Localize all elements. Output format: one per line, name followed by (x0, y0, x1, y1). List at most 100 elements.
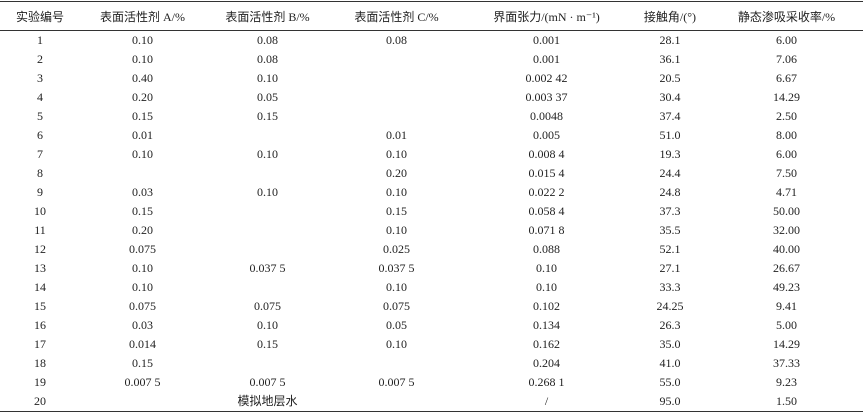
table-cell: 0.10 (257, 71, 278, 85)
empty-cell (205, 221, 330, 240)
table-cell: 35.0 (659, 337, 681, 351)
table-cell: 11 (34, 223, 46, 237)
table-cell: 0.075 (383, 299, 410, 313)
table-cell: 20.5 (659, 71, 681, 85)
table-body: 1 0.10 0.08 0.08 0.001 28.1 6.00 2 0.10 0.08 0.001… (0, 31, 863, 412)
column-header: 表面活性剂 B/% (205, 1, 330, 31)
table-cell: 10 (34, 204, 46, 218)
table-cell: 0.10 (386, 337, 407, 351)
column-header: 静态渗吸采收率/% (710, 1, 863, 31)
table-cell: 0.10 (132, 33, 153, 47)
column-header: 界面张力/(mN · m⁻¹) (463, 1, 630, 31)
table-row: 1 0.10 0.08 0.08 0.001 28.1 6.00 (0, 31, 863, 51)
table-header: 实验编号 表面活性剂 A/% 表面活性剂 B/% 表面活性剂 C/% 界面张力/(mN … (0, 1, 863, 31)
table-cell: 19 (34, 375, 46, 389)
table-row: 16 0.03 0.10 0.05 0.134 26.3 5.00 (0, 316, 863, 335)
table-row: 8 0.20 0.015 4 24.4 7.50 (0, 164, 863, 183)
table-cell: 26.3 (659, 318, 681, 332)
table-row: 6 0.01 0.01 0.005 51.0 8.00 (0, 126, 863, 145)
empty-cell (330, 88, 463, 107)
table-cell: 33.3 (659, 280, 681, 294)
table-cell: 0.10 (257, 185, 278, 199)
empty-cell (80, 164, 205, 183)
table-cell: 3 (37, 71, 43, 85)
table-cell: 0.03 (132, 185, 153, 199)
table-cell: 0.15 (257, 109, 278, 123)
table-cell: 0.10 (386, 185, 407, 199)
table-row: 2 0.10 0.08 0.001 36.1 7.06 (0, 50, 863, 69)
table-cell: 0.037 5 (378, 261, 415, 275)
table-row: 14 0.10 0.10 0.10 33.3 49.23 (0, 278, 863, 297)
table-cell: 0.102 (533, 299, 560, 313)
table-cell: 18 (34, 356, 46, 370)
table-cell: 2 (37, 52, 43, 66)
table-cell: 28.1 (659, 33, 681, 47)
table-row: 12 0.075 0.025 0.088 52.1 40.00 (0, 240, 863, 259)
table-cell: 0.15 (257, 337, 278, 351)
table-cell: 4.71 (776, 185, 797, 199)
table-cell: 17 (34, 337, 46, 351)
table-cell: 0.001 (533, 33, 560, 47)
empty-cell (205, 240, 330, 259)
column-header: 表面活性剂 C/% (330, 1, 463, 31)
table-cell: 0.08 (257, 33, 278, 47)
table-cell: 19.3 (659, 147, 681, 161)
table-cell: 0.005 (533, 128, 560, 142)
table-cell: 0.10 (386, 147, 407, 161)
table-cell: 0.10 (132, 147, 153, 161)
table-cell: 0.08 (386, 33, 407, 47)
table-cell: 6.67 (776, 71, 797, 85)
column-header: 表面活性剂 A/% (80, 1, 205, 31)
table-cell: 1 (37, 33, 43, 47)
table-cell: 7 (37, 147, 43, 161)
column-header: 接触角/(°) (630, 1, 710, 31)
table-cell: 0.20 (132, 90, 153, 104)
table-row: 20 模拟地层水 /95.0 1.50 (0, 392, 863, 412)
table-cell: 24.4 (659, 166, 681, 180)
table-cell: 32.00 (773, 223, 800, 237)
table-row: 13 0.10 0.037 5 0.037 5 0.10 27.1 26.67 (0, 259, 863, 278)
table-row: 18 0.15 0.204 41.0 37.33 (0, 354, 863, 373)
table-cell: 0.025 (383, 242, 410, 256)
table-cell: 9 (37, 185, 43, 199)
table-cell: 0.134 (533, 318, 560, 332)
table-cell: 0.007 5 (124, 375, 161, 389)
table-cell: 0.162 (533, 337, 560, 351)
table-cell: 0.071 8 (528, 223, 565, 237)
empty-cell (330, 69, 463, 88)
empty-cell (330, 354, 463, 373)
table-cell: 0.10 (386, 280, 407, 294)
table-cell: 37.33 (773, 356, 800, 370)
table-cell: 4 (37, 90, 43, 104)
table-cell: 14 (34, 280, 46, 294)
table-row: 9 0.03 0.10 0.10 0.022 2 24.8 4.71 (0, 183, 863, 202)
table-cell: 0.204 (533, 356, 560, 370)
table-cell: 0.037 5 (249, 261, 286, 275)
table-cell: 0.05 (257, 90, 278, 104)
table-cell: 30.4 (659, 90, 681, 104)
empty-cell (205, 202, 330, 221)
table-cell: 20 (0, 392, 80, 412)
table-cell: 0.022 2 (528, 185, 565, 199)
empty-cell (205, 354, 330, 373)
table-cell: 0.01 (386, 128, 407, 142)
table-cell: 35.5 (659, 223, 681, 237)
header-row: 实验编号 表面活性剂 A/% 表面活性剂 B/% 表面活性剂 C/% 界面张力/(mN … (0, 1, 863, 31)
table-cell: 14.29 (773, 337, 800, 351)
table-cell: 0.075 (254, 299, 281, 313)
table-cell: 0.10 (536, 261, 557, 275)
table-cell: 37.4 (659, 109, 681, 123)
table-row: 10 0.15 0.15 0.058 4 37.3 50.00 (0, 202, 863, 221)
table-cell: 0.007 5 (249, 375, 286, 389)
table-cell: 0.015 4 (528, 166, 565, 180)
table-cell: 41.0 (659, 356, 681, 370)
table-cell: 0.003 37 (525, 90, 568, 104)
table-row: 19 0.007 5 0.007 5 0.007 5 0.268 1 55.0 9.23 (0, 373, 863, 392)
table-cell: 0.15 (386, 204, 407, 218)
table-cell: 0.10 (132, 280, 153, 294)
table-row: 17 0.014 0.15 0.10 0.162 35.0 14.29 (0, 335, 863, 354)
table-cell: 50.00 (773, 204, 800, 218)
table-cell: / (463, 392, 630, 412)
table-cell: 0.08 (257, 52, 278, 66)
table-cell: 0.002 42 (525, 71, 568, 85)
